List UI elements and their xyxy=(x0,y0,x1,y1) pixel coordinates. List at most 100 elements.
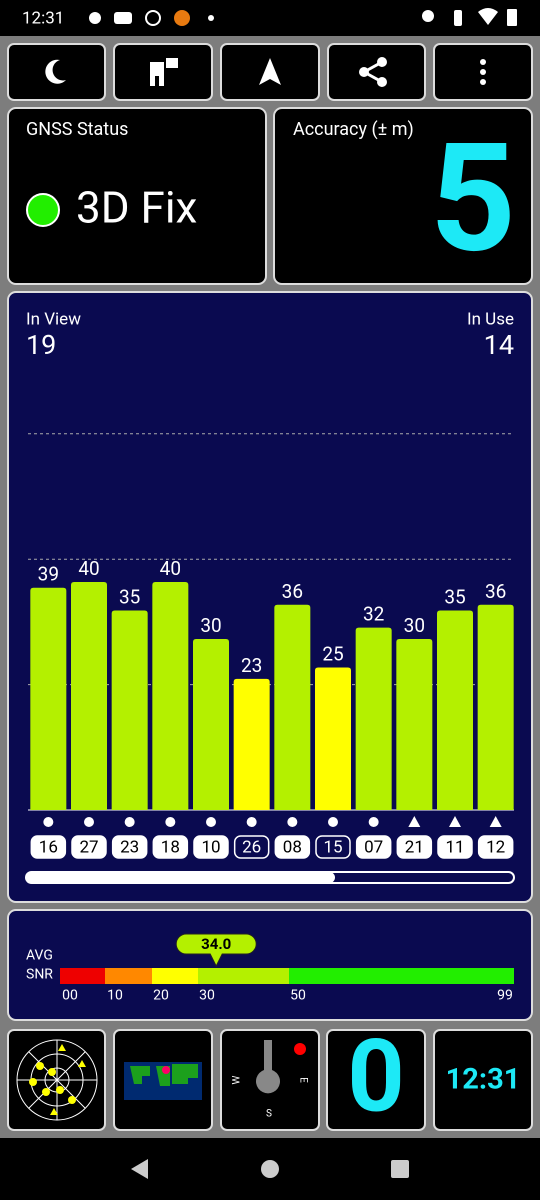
prn-box xyxy=(355,835,392,859)
bar xyxy=(315,667,351,810)
prn-label: 27 xyxy=(79,837,98,857)
bar-value-label: 35 xyxy=(119,586,140,609)
bar-value-label: 35 xyxy=(444,586,465,609)
guide-icon xyxy=(150,58,178,86)
snr-avg-label: AVG xyxy=(26,948,53,964)
clock-tile[interactable] xyxy=(433,1029,533,1131)
prn-box xyxy=(437,835,473,859)
share-icon xyxy=(359,57,387,87)
night-button[interactable] xyxy=(7,43,106,101)
used-marker xyxy=(84,817,94,827)
compass-dot xyxy=(294,1043,306,1055)
bar xyxy=(355,627,392,810)
compass-s: S xyxy=(266,1109,272,1120)
in-use-label: In Use xyxy=(467,309,514,329)
prn-label: 08 xyxy=(283,837,302,857)
snr-avg-value: 34.0 xyxy=(201,935,231,953)
prn-label: 10 xyxy=(201,837,220,857)
menu-icon xyxy=(480,59,486,85)
recents-button[interactable] xyxy=(391,1160,409,1178)
accuracy-title: Accuracy (± m) xyxy=(293,119,414,140)
bar-value-label: 32 xyxy=(363,603,384,626)
toolbar xyxy=(7,43,533,101)
prn-label: 26 xyxy=(242,837,261,857)
snr-tick-label: 10 xyxy=(107,988,123,1004)
map-location xyxy=(162,1066,170,1074)
prn-label: 15 xyxy=(323,837,342,857)
in-use-value: 14 xyxy=(484,329,514,361)
accuracy-value: 5 xyxy=(430,111,516,287)
used-marker xyxy=(206,817,216,827)
clock-value: 12:31 xyxy=(446,1063,521,1097)
snr-tick-label: 00 xyxy=(62,988,78,1004)
in-view-label: In View xyxy=(26,309,81,329)
snr-segment xyxy=(289,968,514,984)
snr-marker xyxy=(175,933,257,968)
count-tile[interactable] xyxy=(326,1029,426,1131)
sky-plot xyxy=(16,1039,98,1121)
bar xyxy=(437,610,473,810)
prn-box xyxy=(152,835,189,859)
compass-e: E xyxy=(297,1077,308,1083)
bar xyxy=(233,678,270,810)
prn-label: 12 xyxy=(486,837,505,857)
snr-segment xyxy=(198,968,289,984)
compass-needle xyxy=(256,1040,280,1094)
snr-tick-label: 50 xyxy=(290,988,306,1004)
prn-box xyxy=(477,835,514,859)
bottom-tiles: W E S 0 12:31 xyxy=(7,1018,533,1135)
prn-box xyxy=(233,835,270,859)
prn-box xyxy=(193,835,229,859)
bar-value-label: 23 xyxy=(241,654,262,677)
compass-w: W xyxy=(232,1075,243,1084)
sky-satellites xyxy=(29,1044,86,1115)
in-view-value: 19 xyxy=(26,329,56,361)
bar-value-label: 25 xyxy=(322,643,343,666)
bar-value-label: 39 xyxy=(38,563,59,586)
prn-label: 23 xyxy=(120,837,139,857)
used-marker xyxy=(165,817,176,827)
accuracy-panel xyxy=(273,107,533,285)
used-marker xyxy=(43,817,54,827)
snr-tick-label: 20 xyxy=(153,988,169,1004)
bar-value-label: 40 xyxy=(160,557,181,580)
prn-label: 21 xyxy=(405,837,424,857)
bar xyxy=(193,639,229,810)
prn-box xyxy=(71,835,107,859)
home-button[interactable] xyxy=(261,1160,279,1178)
used-marker xyxy=(449,816,461,827)
count-value: 0 xyxy=(347,1018,404,1135)
prn-box xyxy=(315,835,351,859)
back-button[interactable] xyxy=(131,1159,148,1179)
prn-label: 07 xyxy=(364,837,383,857)
snr-segment xyxy=(152,968,198,984)
used-marker xyxy=(287,817,298,827)
bar xyxy=(477,604,514,810)
status-icons xyxy=(89,8,517,26)
prn-label: 18 xyxy=(161,837,180,857)
used-marker xyxy=(124,817,135,827)
fix-indicator xyxy=(26,193,60,227)
used-marker xyxy=(328,817,338,827)
prn-label: 16 xyxy=(39,837,58,857)
snr-tick-label: 99 xyxy=(497,988,513,1004)
prn-box xyxy=(111,835,148,859)
bar xyxy=(111,610,148,810)
prn-box xyxy=(396,835,433,859)
used-marker xyxy=(368,817,379,827)
bar-value-label: 36 xyxy=(282,580,303,603)
used-marker xyxy=(246,817,257,827)
share-button[interactable] xyxy=(327,43,426,101)
status-time: 12:31 xyxy=(22,8,64,28)
scrollbar-thumb[interactable] xyxy=(26,872,335,883)
snr-tick-label: 30 xyxy=(199,988,215,1004)
navigate-icon xyxy=(259,58,281,85)
prn-label: 11 xyxy=(445,837,464,857)
prn-box xyxy=(274,835,311,859)
used-marker xyxy=(489,816,502,827)
snr-segment xyxy=(60,968,105,984)
gnss-panel xyxy=(7,107,267,285)
bar xyxy=(30,587,67,810)
snr-segment xyxy=(105,968,152,984)
